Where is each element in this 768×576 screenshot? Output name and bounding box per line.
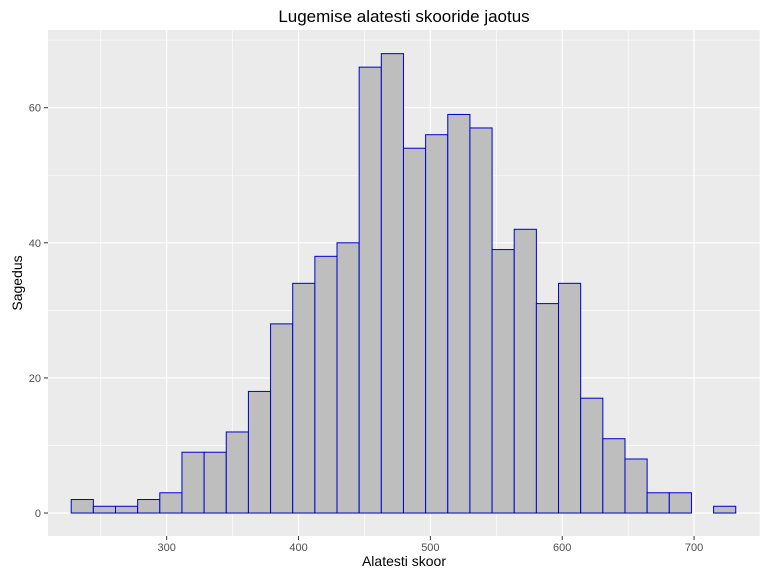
histogram-bar bbox=[402, 147, 427, 514]
histogram-bar bbox=[447, 113, 471, 514]
x-axis-ticks: 300 400 500 600 700 bbox=[157, 536, 703, 554]
histogram-bar bbox=[92, 505, 117, 514]
x-axis-title: Alatesti skoor bbox=[362, 553, 446, 569]
histogram-bar bbox=[535, 303, 560, 514]
y-axis-title: Sagedus bbox=[9, 255, 25, 310]
histogram-bar bbox=[203, 451, 227, 514]
histogram-bar bbox=[558, 282, 582, 514]
histogram-bar bbox=[70, 499, 94, 514]
histogram-bar bbox=[336, 242, 360, 514]
histogram-bar bbox=[668, 492, 692, 514]
histogram-bar bbox=[713, 505, 737, 514]
histogram-bar bbox=[580, 397, 604, 514]
histogram-bar bbox=[513, 228, 537, 514]
histogram-bar bbox=[137, 499, 161, 514]
histogram-bar bbox=[292, 282, 316, 514]
histogram-bar bbox=[225, 431, 249, 514]
histogram-bar bbox=[380, 53, 404, 514]
x-tick-label: 700 bbox=[685, 542, 703, 554]
chart-title: Lugemise alatesti skooride jaotus bbox=[278, 7, 529, 26]
y-axis-ticks: 0 20 40 60 bbox=[29, 103, 48, 520]
histogram-bar bbox=[314, 255, 338, 514]
y-tick-label: 0 bbox=[35, 508, 41, 520]
histogram-bar bbox=[270, 323, 294, 514]
x-tick-label: 500 bbox=[421, 542, 439, 554]
y-tick-label: 40 bbox=[29, 238, 41, 250]
y-tick-label: 20 bbox=[29, 373, 41, 385]
histogram-bar bbox=[469, 127, 493, 514]
histogram-bar bbox=[646, 492, 670, 514]
x-tick-label: 600 bbox=[553, 542, 571, 554]
histogram-bar bbox=[602, 438, 626, 514]
x-tick-label: 300 bbox=[157, 542, 175, 554]
histogram-bar bbox=[358, 66, 382, 514]
bars bbox=[70, 53, 737, 514]
histogram-bar bbox=[115, 505, 139, 514]
histogram-bar bbox=[159, 492, 183, 514]
histogram-bar bbox=[247, 390, 272, 514]
histogram-bar bbox=[425, 134, 449, 514]
y-tick-label: 60 bbox=[29, 103, 41, 115]
histogram-bar bbox=[491, 249, 515, 514]
x-tick-label: 400 bbox=[289, 542, 307, 554]
histogram-bar bbox=[624, 458, 648, 514]
histogram-bar bbox=[181, 451, 205, 514]
